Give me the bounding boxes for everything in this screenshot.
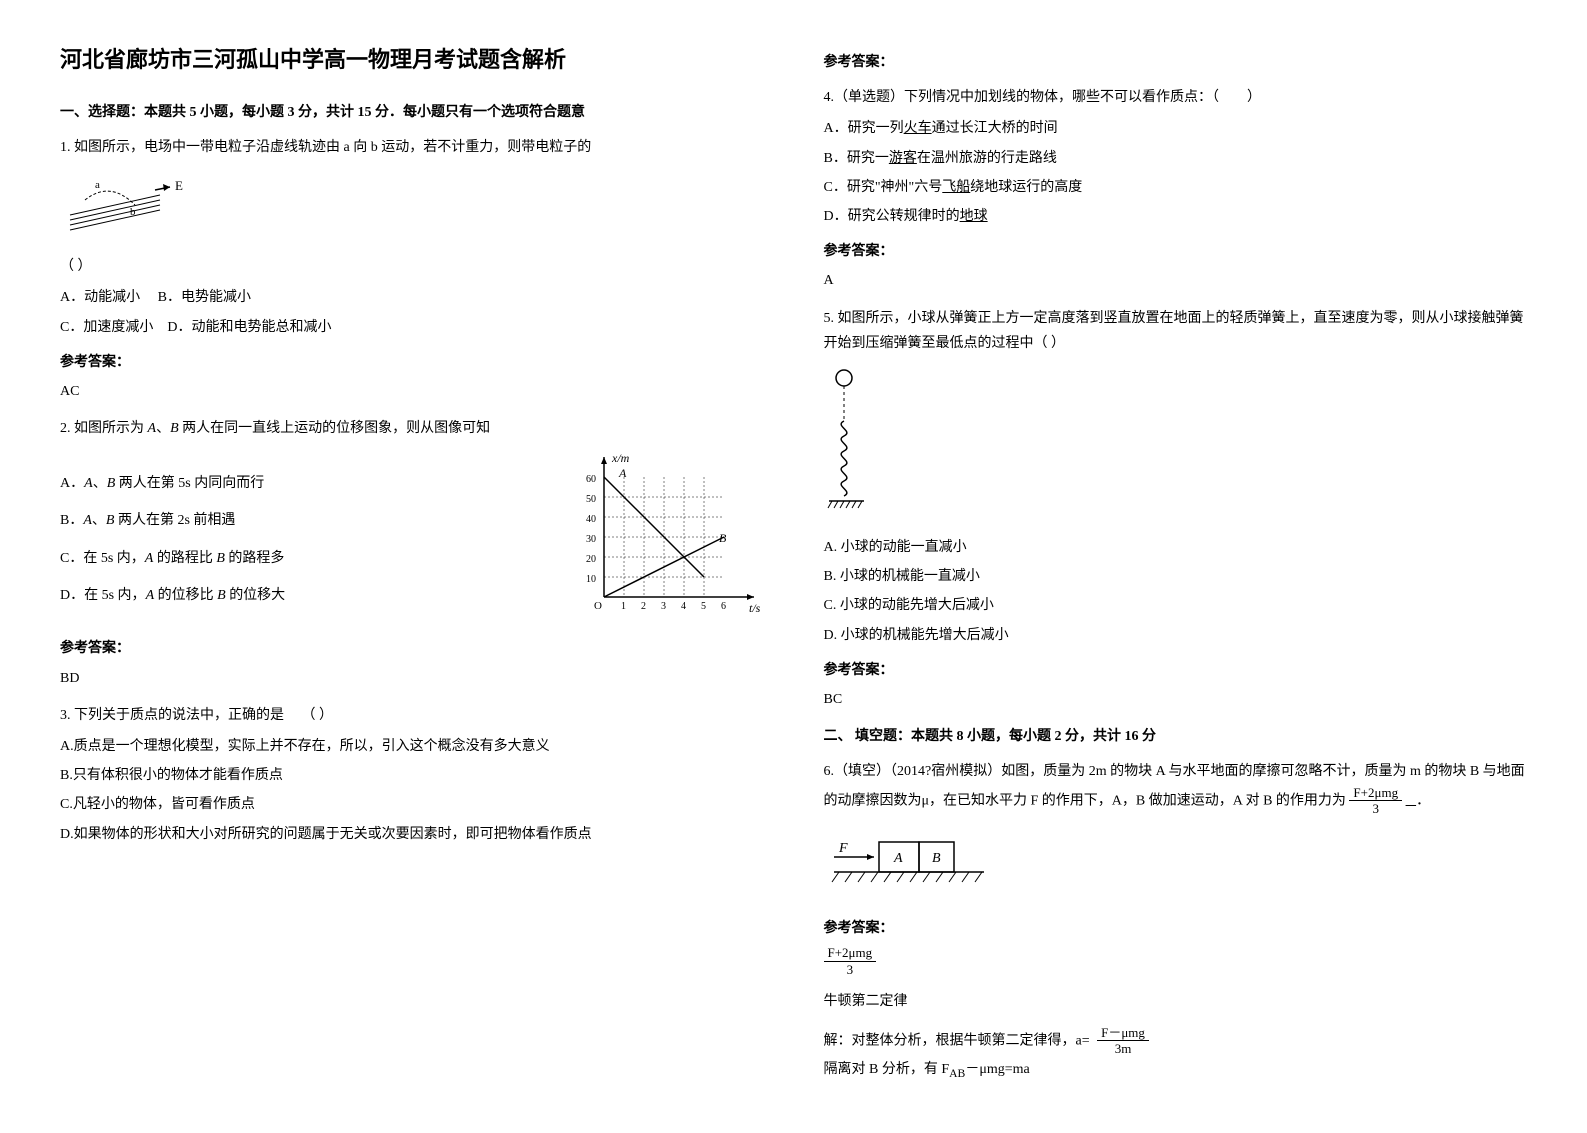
q3-text: 3. 下列关于质点的说法中，正确的是 （ ） — [60, 703, 764, 728]
svg-text:40: 40 — [586, 514, 596, 525]
q1-text: 1. 如图所示，电场中一带电粒子沿虚线轨迹由 a 向 b 运动，若不计重力，则带… — [60, 135, 764, 160]
q4-optD: D．研究公转规律时的地球 — [824, 204, 1528, 229]
svg-text:E: E — [175, 178, 183, 193]
question-2: 2. 如图所示为 A、B 两人在同一直线上运动的位移图象，则从图像可知 x/m … — [60, 416, 764, 691]
svg-text:O: O — [594, 600, 602, 612]
q3-optC: C.凡轻小的物体，皆可看作质点 — [60, 792, 764, 817]
q2-graph: x/m t/s O 10 20 30 40 50 60 1 2 3 4 5 — [574, 447, 764, 626]
q6-law: 牛顿第二定律 — [824, 989, 1528, 1014]
q4-answer: A — [824, 268, 1528, 293]
svg-text:5: 5 — [701, 601, 706, 612]
section2-header: 二、 填空题：本题共 8 小题，每小题 2 分，共计 16 分 — [824, 724, 1528, 749]
page-title: 河北省廊坊市三河孤山中学高一物理月考试题含解析 — [60, 40, 764, 80]
svg-text:3: 3 — [661, 601, 666, 612]
q6-sol-fraction: F－μmg 3m — [1097, 1025, 1149, 1057]
q5-optC: C. 小球的动能先增大后减小 — [824, 593, 1528, 618]
question-5: 5. 如图所示，小球从弹簧正上方一定高度落到竖直放置在地面上的轻质弹簧上，直至速… — [824, 306, 1528, 713]
svg-text:B: B — [719, 531, 727, 545]
q5-optA: A. 小球的动能一直减小 — [824, 535, 1528, 560]
q5-text: 5. 如图所示，小球从弹簧正上方一定高度落到竖直放置在地面上的轻质弹簧上，直至速… — [824, 306, 1528, 356]
q3-optB: B.只有体积很小的物体才能看作质点 — [60, 763, 764, 788]
svg-text:F: F — [838, 841, 848, 856]
svg-text:B: B — [932, 851, 941, 866]
q5-answer-label: 参考答案： — [824, 658, 1528, 683]
question-6: 6.（填空）（2014?宿州模拟）如图，质量为 2m 的物块 A 与水平地面的摩… — [824, 759, 1528, 1083]
svg-text:a: a — [95, 179, 100, 191]
q1-answer-label: 参考答案： — [60, 350, 764, 375]
q5-diagram — [824, 366, 1528, 525]
svg-text:t/s: t/s — [749, 601, 761, 615]
q5-answer: BC — [824, 687, 1528, 712]
q2-answer: BD — [60, 666, 764, 691]
q1-answer: AC — [60, 379, 764, 404]
svg-text:30: 30 — [586, 534, 596, 545]
q6-solution-line2: 隔离对 B 分析，有 FAB－μmg=ma — [824, 1057, 1528, 1084]
q6-answer: F+2μmg 3 — [824, 945, 1528, 977]
svg-text:A: A — [893, 851, 903, 866]
q3-answer-label: 参考答案： — [824, 50, 1528, 75]
q1-optA: A．动能减小 — [60, 290, 140, 305]
svg-text:b: b — [130, 206, 136, 218]
svg-text:6: 6 — [721, 601, 726, 612]
q1-bracket: （ ） — [60, 254, 764, 279]
q6-solution: 解：对整体分析，根据牛顿第二定律得，a= F－μmg 3m — [824, 1025, 1528, 1057]
svg-text:2: 2 — [641, 601, 646, 612]
q6-answer-fraction: F+2μmg 3 — [824, 945, 877, 977]
q1-optCD: C．加速度减小 D．动能和电势能总和减小 — [60, 315, 764, 340]
q4-text: 4.（单选题）下列情况中加划线的物体，哪些不可以看作质点：（ ） — [824, 85, 1528, 110]
q6-answer-label: 参考答案： — [824, 916, 1528, 941]
q3-optA: A.质点是一个理想化模型，实际上并不存在，所以，引入这个概念没有多大意义 — [60, 734, 764, 759]
q1-optB: B．电势能减小 — [158, 290, 251, 305]
q6-text: 6.（填空）（2014?宿州模拟）如图，质量为 2m 的物块 A 与水平地面的摩… — [824, 759, 1528, 816]
q5-optD: D. 小球的机械能先增大后减小 — [824, 623, 1528, 648]
svg-text:1: 1 — [621, 601, 626, 612]
q3-optD: D.如果物体的形状和大小对所研究的问题属于无关或次要因素时，即可把物体看作质点 — [60, 822, 764, 847]
q4-answer-label: 参考答案： — [824, 239, 1528, 264]
q2-answer-label: 参考答案： — [60, 636, 764, 661]
q2-text: 2. 如图所示为 A、B 两人在同一直线上运动的位移图象，则从图像可知 — [60, 416, 764, 441]
svg-text:10: 10 — [586, 574, 596, 585]
question-3: 3. 下列关于质点的说法中，正确的是 （ ） A.质点是一个理想化模型，实际上并… — [60, 703, 764, 847]
q1-optAB: A．动能减小 B．电势能减小 — [60, 285, 764, 310]
section1-header: 一、选择题：本题共 5 小题，每小题 3 分，共计 15 分．每小题只有一个选项… — [60, 100, 764, 125]
q4-optB: B．研究一游客在温州旅游的行走路线 — [824, 146, 1528, 171]
svg-text:60: 60 — [586, 474, 596, 485]
svg-text:A: A — [618, 466, 627, 480]
question-4: 4.（单选题）下列情况中加划线的物体，哪些不可以看作质点：（ ） A．研究一列火… — [824, 85, 1528, 293]
q4-optC: C．研究"神州"六号飞船绕地球运行的高度 — [824, 175, 1528, 200]
svg-text:x/m: x/m — [611, 451, 630, 465]
svg-text:50: 50 — [586, 494, 596, 505]
q1-optC: C．加速度减小 — [60, 320, 153, 335]
q6-fraction: F+2μmg 3 — [1349, 785, 1402, 817]
q6-diagram: F A B — [824, 827, 1528, 906]
svg-text:20: 20 — [586, 554, 596, 565]
q1-diagram: E a b — [60, 170, 764, 244]
q4-optA: A．研究一列火车通过长江大桥的时间 — [824, 116, 1528, 141]
question-1: 1. 如图所示，电场中一带电粒子沿虚线轨迹由 a 向 b 运动，若不计重力，则带… — [60, 135, 764, 404]
q5-optB: B. 小球的机械能一直减小 — [824, 564, 1528, 589]
svg-text:4: 4 — [681, 601, 686, 612]
q1-optD: D．动能和电势能总和减小 — [167, 320, 331, 335]
